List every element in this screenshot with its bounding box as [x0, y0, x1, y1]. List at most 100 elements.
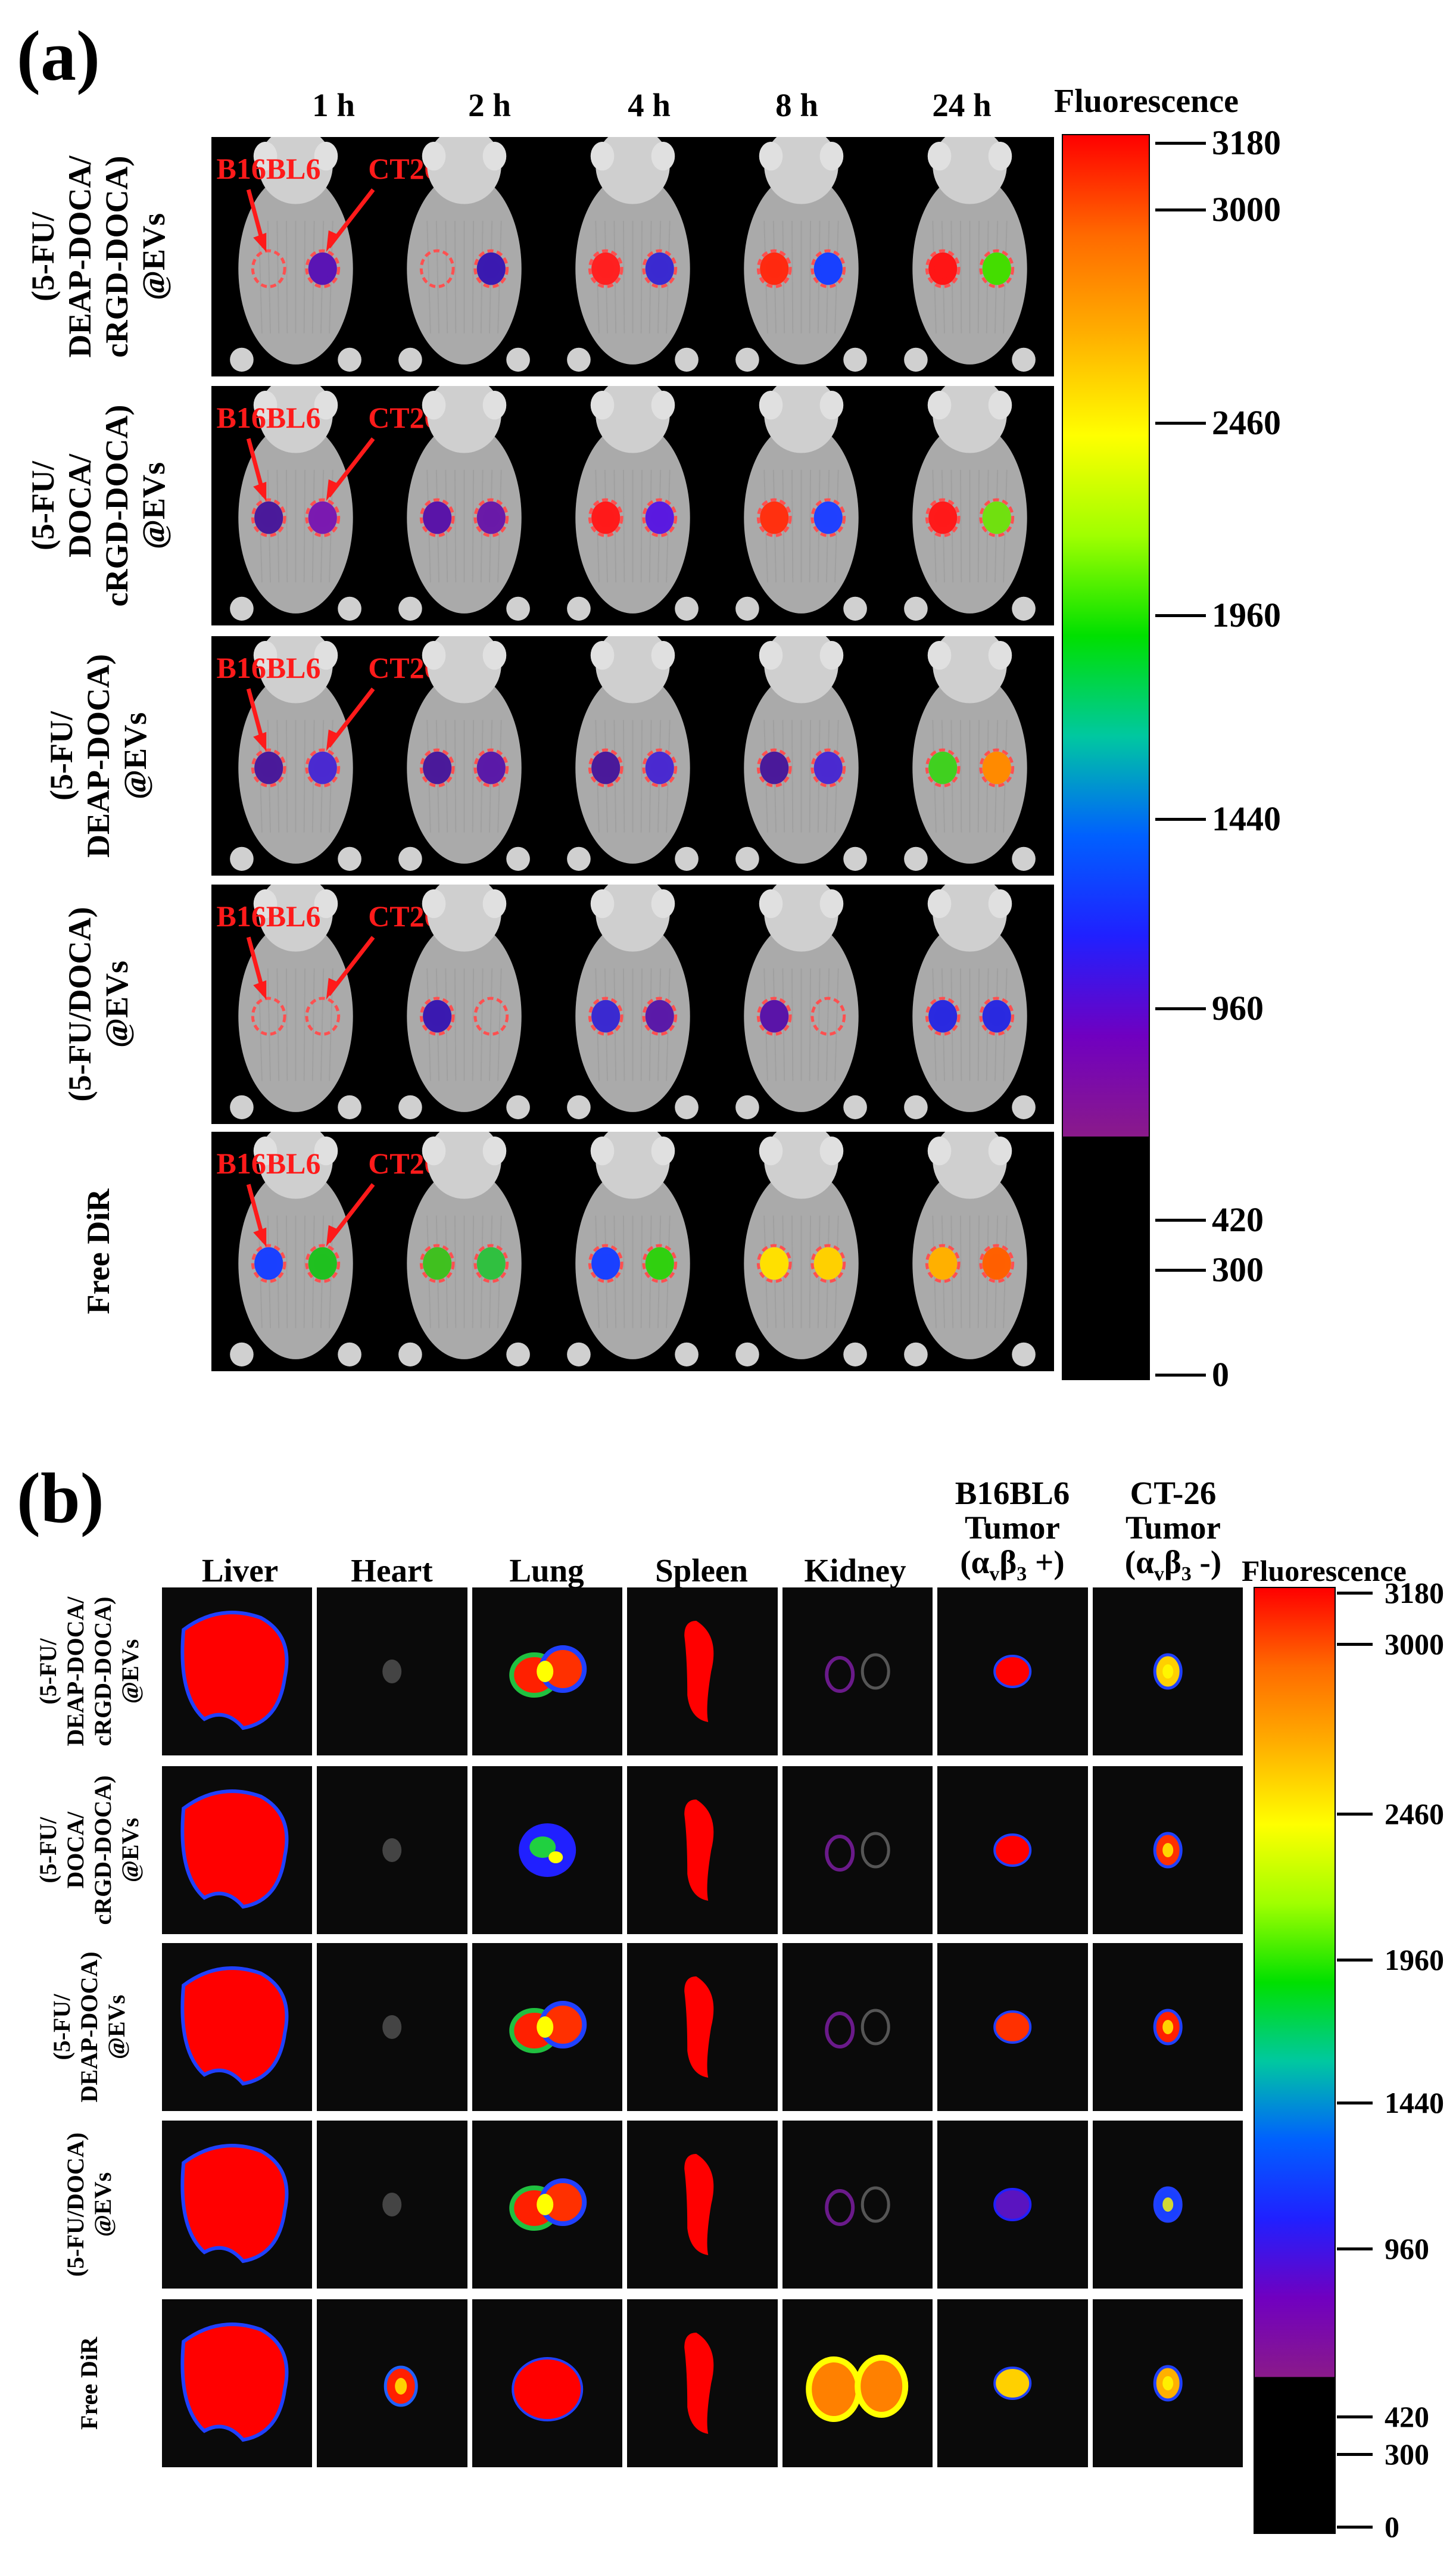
panel-b-colorbar-title: Fluorescence — [1242, 1554, 1407, 1587]
mouse-silhouette — [904, 885, 1036, 1119]
group-label-line: @EVs — [99, 960, 135, 1048]
panel-a-colorbar-title: Fluorescence — [1054, 83, 1239, 120]
mouse-silhouette — [398, 636, 530, 871]
colorbar-tick — [1155, 614, 1206, 617]
organ-image — [472, 1587, 623, 1755]
colorbar-tick — [1337, 1643, 1373, 1646]
panel-b-colorbar — [1254, 1587, 1336, 2534]
colorbar-tick-label: 300 — [1212, 1250, 1264, 1290]
organ-image — [472, 1766, 623, 1934]
group-label-line: @EVs — [89, 2172, 116, 2237]
mouse-silhouette — [398, 1132, 530, 1366]
organ-image — [937, 1943, 1088, 2111]
group-label-row-2: (5-FU/DOCA/cRGD-DOCA) @EVs — [24, 386, 172, 625]
group-label-row-2: (5-FU/DOCA/cRGD-DOCA) @EVs — [35, 1760, 144, 1940]
group-label-line: DEAP-DOCA/ — [62, 155, 98, 358]
organ-image — [1092, 1766, 1243, 1934]
mouse-silhouette — [904, 1132, 1036, 1366]
colorbar-tick — [1337, 1959, 1373, 1962]
mouse-silhouette — [904, 386, 1036, 621]
organ-image — [1092, 1943, 1243, 2111]
colorbar-tick-label: 960 — [1385, 2232, 1429, 2265]
time-header-24h: 24 h — [932, 87, 992, 123]
colorbar-tick-label: 2460 — [1212, 403, 1281, 443]
group-label-line: (5-FU/ — [35, 1817, 61, 1883]
mouse-silhouette — [398, 386, 530, 621]
group-label-line: @EVs — [117, 1817, 144, 1883]
group-label-line: (5-FU/DOCA) — [62, 2132, 89, 2277]
group-label-line: DOCA/ — [62, 454, 98, 558]
organ-image — [472, 2299, 623, 2467]
ct26-tumor-header: CT-26 Tumor (αvβ3 -) — [1124, 1475, 1222, 1586]
mouse-silhouette — [567, 137, 699, 372]
group-label-line: (5-FU/DOCA) — [62, 907, 98, 1102]
time-header-4h: 4 h — [628, 87, 671, 123]
mouse-image-row: B16BL6 CT26 — [211, 137, 1054, 376]
organ-image — [1092, 2121, 1243, 2289]
group-label-line: (5-FU/ — [43, 711, 79, 801]
colorbar-tick — [1155, 1374, 1206, 1377]
b16bl6-label: B16BL6 — [216, 401, 320, 434]
mouse-silhouette — [230, 636, 361, 871]
organ-image — [782, 1943, 933, 2111]
group-label-line: (5-FU/ — [48, 1994, 75, 2060]
colorbar-tick-label: 0 — [1212, 1355, 1229, 1394]
mouse-silhouette — [735, 386, 867, 621]
panel-a-colorbar — [1062, 134, 1150, 1380]
group-label-line: DEAP-DOCA) — [80, 654, 116, 858]
group-label-row-4: (5-FU/DOCA) @EVs — [62, 2115, 117, 2295]
organ-image — [782, 2299, 933, 2467]
mouse-silhouette — [567, 636, 699, 871]
organ-image — [162, 1587, 313, 1755]
mouse-silhouette — [735, 636, 867, 871]
mouse-silhouette — [398, 885, 530, 1119]
group-label-row-1: (5-FU/DEAP-DOCA/cRGD-DOCA) @EVs — [24, 137, 172, 376]
organ-header-liver: Liver — [201, 1552, 279, 1589]
group-label-line: (5-FU/ — [35, 1638, 61, 1705]
organ-header-heart: Heart — [351, 1552, 433, 1589]
organ-image — [782, 2121, 933, 2289]
organ-header-lung: Lung — [509, 1552, 584, 1589]
b16bl6-label: B16BL6 — [216, 899, 320, 933]
organ-image — [627, 1943, 778, 2111]
organ-image — [472, 1943, 623, 2111]
mouse-image-row: B16BL6 CT26 — [211, 1132, 1054, 1371]
organ-image — [937, 2121, 1088, 2289]
mouse-silhouette — [567, 885, 699, 1119]
colorbar-tick-label: 1960 — [1385, 1943, 1444, 1976]
colorbar-tick — [1337, 2526, 1373, 2529]
colorbar-tick-label: 960 — [1212, 989, 1264, 1028]
group-label-line: @EVs — [136, 213, 172, 301]
mouse-silhouette — [735, 1132, 867, 1366]
group-label-line: Free DiR — [76, 2337, 102, 2430]
colorbar-tick-label: 420 — [1385, 2400, 1429, 2433]
group-label-line: DOCA/ — [62, 1811, 89, 1889]
colorbar-tick-label: 3000 — [1385, 1627, 1444, 1661]
organ-image — [317, 1943, 467, 2111]
organ-image — [317, 2299, 467, 2467]
colorbar-tick-label: 3180 — [1385, 1576, 1444, 1609]
colorbar-tick — [1337, 1813, 1373, 1816]
colorbar-tick-label: 2460 — [1385, 1797, 1444, 1830]
colorbar-tick — [1337, 2415, 1373, 2418]
group-label-row-5: Free DiR — [80, 1132, 117, 1371]
mouse-silhouette — [230, 386, 361, 621]
colorbar-tick-label: 300 — [1385, 2437, 1429, 2471]
organ-image — [627, 1587, 778, 1755]
mouse-image-row: B16BL6 CT26 — [211, 386, 1054, 625]
colorbar-tick-label: 1440 — [1385, 2086, 1444, 2119]
group-label-line: DEAP-DOCA) — [76, 1951, 102, 2103]
group-label-row-1: (5-FU/DEAP-DOCA/cRGD-DOCA) @EVs — [35, 1581, 144, 1761]
organ-image — [627, 2121, 778, 2289]
organ-image — [782, 1766, 933, 1934]
mouse-silhouette — [567, 1132, 699, 1366]
organ-image — [162, 1943, 313, 2111]
time-header-2h: 2 h — [468, 87, 511, 123]
organ-header-spleen: Spleen — [655, 1552, 748, 1589]
group-label-line: @EVs — [136, 462, 172, 550]
group-label-line: Free DiR — [80, 1188, 116, 1315]
colorbar-tick — [1155, 818, 1206, 821]
group-label-row-4: (5-FU/DOCA) @EVs — [61, 885, 135, 1124]
colorbar-tick-label: 1440 — [1212, 799, 1281, 839]
colorbar-tick-label: 1960 — [1212, 596, 1281, 635]
